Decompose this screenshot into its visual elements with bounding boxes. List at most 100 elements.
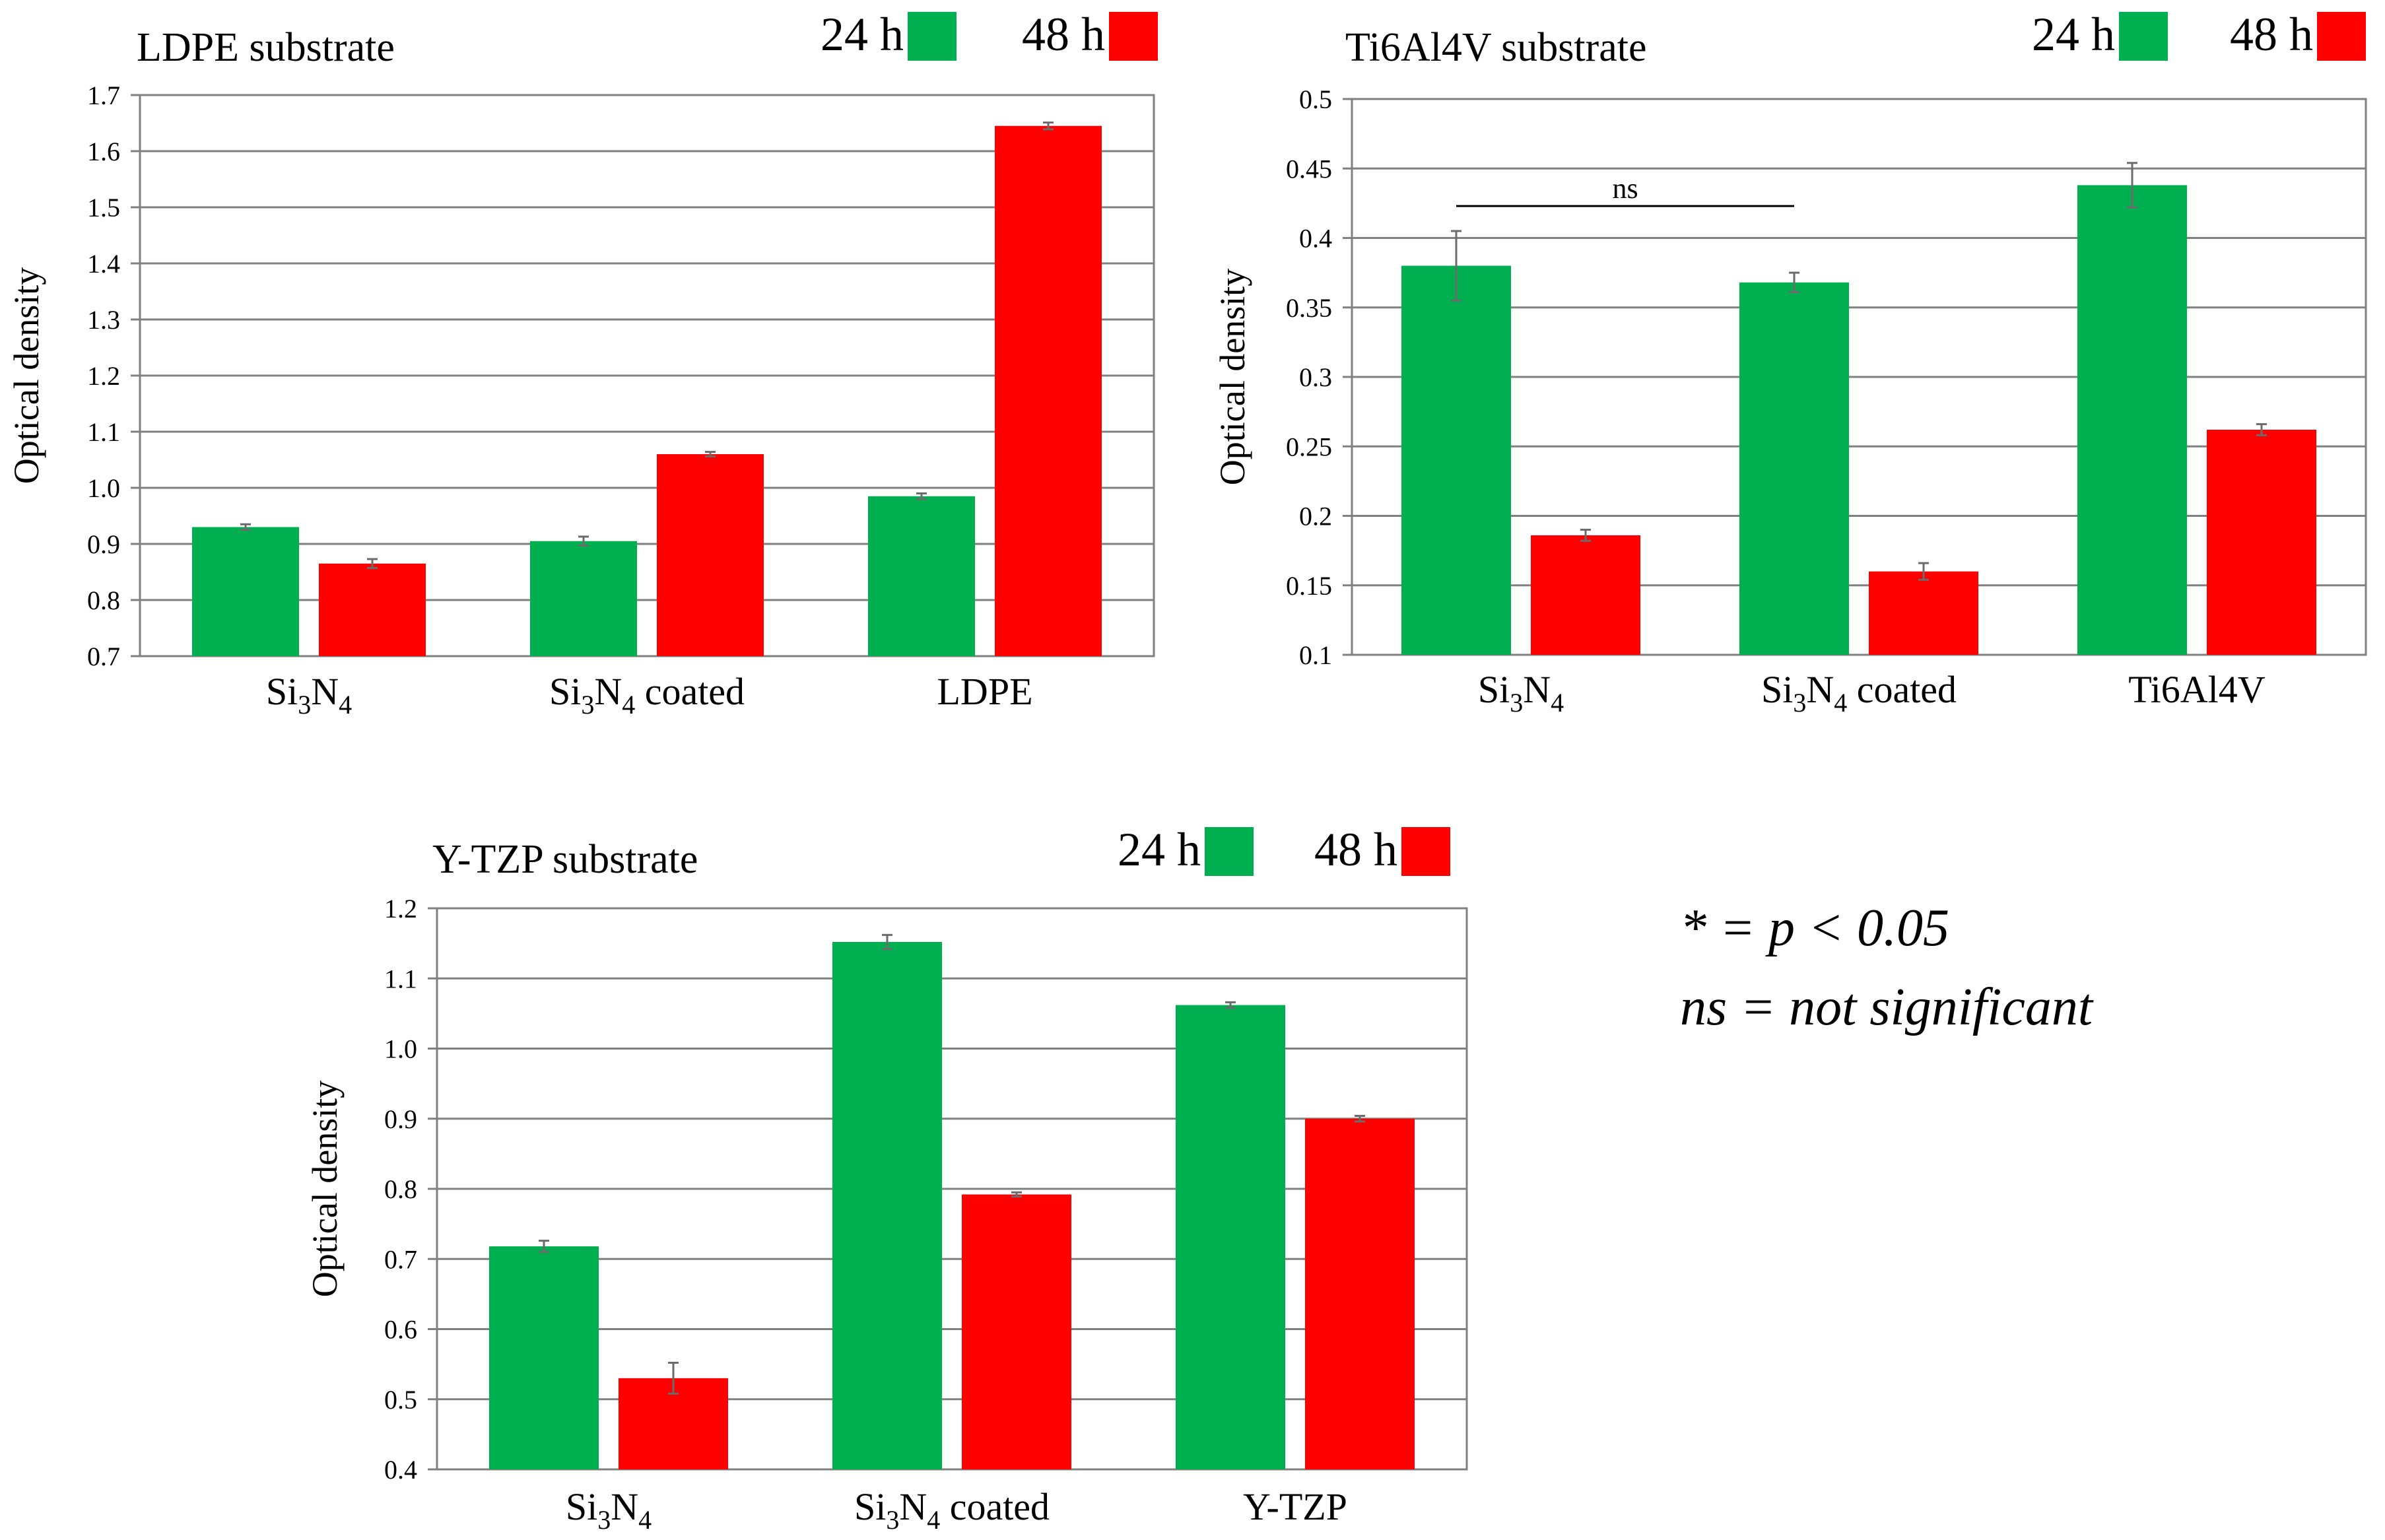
category-subscript: 3 — [1793, 688, 1806, 718]
y-tick-label: 1.2 — [87, 361, 120, 391]
x-category-label: Si3N4 coated — [549, 670, 745, 720]
y-tick-label: 0.4 — [1299, 224, 1332, 253]
bar-48h — [319, 563, 426, 656]
bar-48h — [657, 454, 764, 656]
category-text: coated — [635, 670, 745, 713]
chart-title: Ti6Al4V substrate — [1345, 25, 1646, 70]
legend-swatch-48h — [1401, 827, 1450, 876]
y-tick-label: 0.4 — [384, 1455, 417, 1485]
chart-panels: LDPE substrate 24 h 48 h 0.7 0.8 0.9 1.0 1.1 1.2… — [7, 8, 2367, 1535]
category-text: N — [899, 1485, 927, 1528]
y-tick-label: 1.6 — [87, 137, 120, 166]
y-tick-label: 0.9 — [87, 529, 120, 559]
y-tick-label: 1.2 — [384, 894, 417, 923]
x-category-label: Si3N4 — [566, 1485, 652, 1535]
category-text: coated — [940, 1485, 1050, 1528]
x-category-label: Si3N4 — [1478, 668, 1564, 718]
plot-frame — [139, 94, 1155, 657]
category-subscript: 4 — [927, 1505, 940, 1535]
legend-label-48h: 48 h — [1314, 823, 1397, 876]
bar-24h — [832, 942, 942, 1469]
category-text: N — [1523, 668, 1551, 711]
bar-48h — [1869, 571, 1978, 655]
ns-label: ns — [1612, 172, 1638, 205]
bar-48h — [995, 125, 1102, 656]
y-tick-label: 0.8 — [87, 586, 120, 615]
y-tick-label: 1.1 — [384, 964, 417, 993]
category-subscript: 4 — [339, 690, 352, 720]
y-tick-label: 1.3 — [87, 305, 120, 335]
x-category-label: Ti6Al4V — [2128, 668, 2266, 711]
y-tick-label: 0.6 — [384, 1315, 417, 1345]
y-tick-label: 0.15 — [1286, 571, 1332, 601]
category-text: N — [594, 670, 622, 713]
category-subscript: 3 — [886, 1505, 899, 1535]
category-text: Si — [549, 670, 581, 713]
legend-swatch-24h — [2119, 12, 2168, 61]
y-axis-title: Optical density — [7, 267, 46, 484]
bar-24h — [868, 496, 975, 656]
x-category-label: Si3N4 — [266, 670, 352, 720]
bar-24h — [1739, 282, 1849, 655]
chart-panel: Ti6Al4V substrate 24 h 48 h 0.1 0.15 0.2 0.25 0… — [1213, 8, 2367, 718]
y-tick-label: 0.5 — [384, 1385, 417, 1415]
bar-24h — [2077, 185, 2187, 655]
y-tick-label: 1.5 — [87, 193, 120, 222]
bar-48h — [1305, 1118, 1415, 1469]
chart-legend: 24 h 48 h — [1118, 823, 1450, 876]
y-tick-label: 1.0 — [384, 1034, 417, 1064]
y-tick-label: 0.2 — [1299, 502, 1332, 531]
category-subscript: 4 — [1834, 688, 1847, 718]
bar-48h — [2207, 429, 2316, 655]
category-text: N — [311, 670, 339, 713]
category-text: Si — [266, 670, 298, 713]
plot-frame — [1351, 98, 2367, 656]
y-tick-label: 0.7 — [87, 642, 120, 671]
category-subscript: 3 — [581, 690, 594, 720]
y-tick-label: 1.4 — [87, 249, 120, 279]
x-category-label: Y-TZP — [1243, 1485, 1347, 1528]
y-tick-label: 1.0 — [87, 473, 120, 503]
y-axis-title: Optical density — [305, 1081, 345, 1297]
y-tick-label: 0.7 — [384, 1244, 417, 1274]
x-category-label: LDPE — [937, 670, 1033, 713]
chart-legend: 24 h 48 h — [821, 8, 1158, 61]
category-subscript: 3 — [597, 1505, 611, 1535]
category-subscript: 4 — [622, 690, 635, 720]
x-category-label: Si3N4 coated — [854, 1485, 1050, 1535]
bar-24h — [530, 541, 637, 656]
bar-48h — [962, 1194, 1071, 1469]
y-tick-label: 1.1 — [87, 417, 120, 447]
legend-label-24h: 24 h — [2032, 8, 2115, 61]
category-text: Ti6Al4V — [2128, 668, 2266, 711]
category-text: LDPE — [937, 670, 1033, 713]
y-tick-label: 0.9 — [384, 1104, 417, 1134]
chart-title: Y-TZP substrate — [432, 837, 698, 882]
legend-swatch-24h — [1205, 827, 1254, 876]
bar-24h — [489, 1246, 599, 1469]
bar-24h — [1401, 265, 1511, 655]
ns-definition-note: ns = not significant — [1680, 978, 2094, 1036]
bar-24h — [1176, 1005, 1285, 1469]
plot-frame — [436, 907, 1468, 1471]
y-tick-label: 1.7 — [87, 81, 120, 110]
chart-panel: LDPE substrate 24 h 48 h 0.7 0.8 0.9 1.0 1.1 1.2… — [7, 8, 1158, 720]
significance-notes: * = p < 0.05 ns = not significant — [1680, 899, 2094, 1036]
category-text: Si — [1478, 668, 1510, 711]
y-tick-label: 0.8 — [384, 1174, 417, 1204]
chart-panel: Y-TZP substrate 24 h 48 h 0.4 0.5 0.6 0.7 0.8 0.… — [305, 823, 1468, 1535]
y-tick-label: 0.35 — [1286, 293, 1332, 323]
chart-legend: 24 h 48 h — [2032, 8, 2366, 61]
y-tick-label: 0.25 — [1286, 432, 1332, 461]
category-text: Si — [1761, 668, 1793, 711]
y-axis-title: Optical density — [1213, 269, 1252, 485]
y-tick-label: 0.5 — [1299, 84, 1332, 114]
category-text: N — [1806, 668, 1834, 711]
category-text: coated — [1847, 668, 1957, 711]
category-text: Y-TZP — [1243, 1485, 1347, 1528]
category-subscript: 3 — [1510, 688, 1523, 718]
legend-label-48h: 48 h — [2230, 8, 2313, 61]
y-tick-label: 0.45 — [1286, 154, 1332, 184]
category-text: Si — [854, 1485, 886, 1528]
